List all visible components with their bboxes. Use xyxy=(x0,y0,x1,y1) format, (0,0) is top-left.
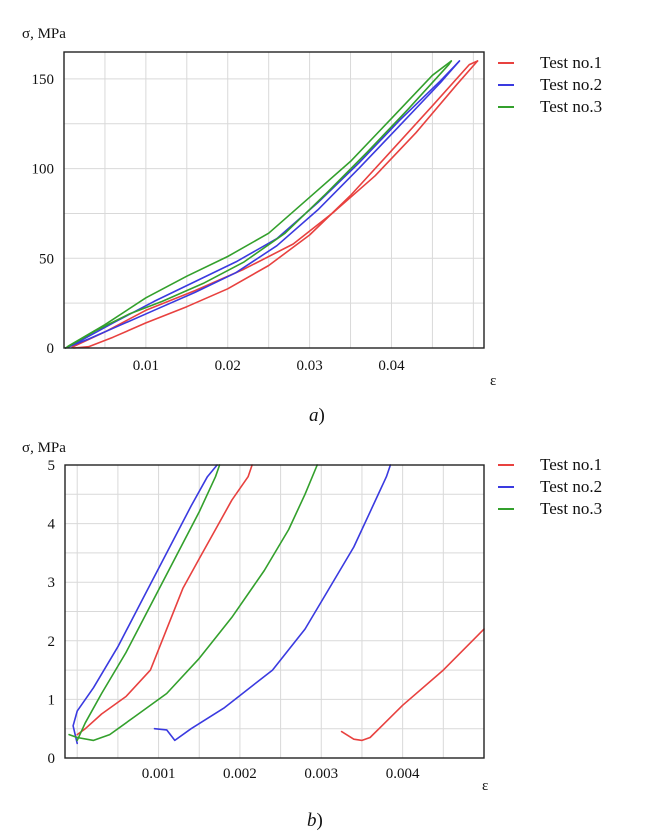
grid xyxy=(64,52,484,348)
x-tick-label: 0.002 xyxy=(223,766,257,782)
series-3-line-1 xyxy=(76,464,221,742)
series-3-line-1 xyxy=(64,60,453,349)
x-tick-label: 0.04 xyxy=(378,358,405,374)
x-tick-label: 0.02 xyxy=(215,358,241,374)
series-3-line-2 xyxy=(67,60,453,347)
y-tick-label: 3 xyxy=(48,575,56,591)
plot-frame xyxy=(64,464,485,759)
legend-entry: Test no.1 xyxy=(540,455,602,474)
series-2-line-2 xyxy=(153,464,392,742)
chart-panel-b: σ, MPa 0.001 0.002 0.003 0.004 0 1 2 3 4 5 ε Tes… xyxy=(22,440,602,831)
panel-label: a) xyxy=(309,405,325,426)
y-tick-label: 0 xyxy=(48,751,56,767)
grid xyxy=(65,465,484,758)
x-tick-label: 0.003 xyxy=(304,766,338,782)
y-tick-label: 50 xyxy=(39,251,54,267)
panel-label-letter: b xyxy=(307,810,317,831)
series-2-line-2 xyxy=(64,60,461,349)
series-3-line-2 xyxy=(68,464,318,742)
x-tick-label: 0.01 xyxy=(133,358,159,374)
series-1-line-1 xyxy=(73,60,479,349)
series-2-line-1 xyxy=(72,464,218,745)
y-tick-label: 2 xyxy=(48,634,56,650)
series-lines xyxy=(64,60,479,349)
series-1-line-2 xyxy=(340,628,485,742)
panel-label-paren: ) xyxy=(317,810,323,831)
x-tick-label: 0.001 xyxy=(142,766,176,782)
panel-label: b) xyxy=(307,810,323,831)
legend-entry: Test no.1 xyxy=(540,53,602,72)
y-ticks: 0 50 100 150 xyxy=(32,72,55,357)
panel-label-paren: ) xyxy=(319,405,325,426)
y-tick-label: 4 xyxy=(48,517,56,533)
series-lines xyxy=(68,464,485,745)
series-1-line-1 xyxy=(76,464,253,736)
legend-entry: Test no.3 xyxy=(540,499,602,518)
x-ticks: 0.01 0.02 0.03 0.04 xyxy=(133,358,405,374)
y-axis-label: σ, MPa xyxy=(22,440,66,456)
y-axis-label: σ, MPa xyxy=(22,26,66,42)
legend: Test no.1 Test no.2 Test no.3 xyxy=(498,53,602,116)
panel-label-letter: a xyxy=(309,405,319,426)
y-tick-label: 5 xyxy=(48,458,56,474)
y-tick-label: 0 xyxy=(47,341,55,357)
y-tick-label: 150 xyxy=(32,72,55,88)
x-tick-label: 0.004 xyxy=(386,766,420,782)
legend-entry: Test no.2 xyxy=(540,75,602,94)
legend: Test no.1 Test no.2 Test no.3 xyxy=(498,455,602,518)
x-axis-label: ε xyxy=(482,778,488,794)
plot-frame xyxy=(63,51,485,349)
x-tick-label: 0.03 xyxy=(296,358,322,374)
chart-panel-a: σ, MPa 0.01 0.02 0.03 0.04 0 50 100 150 ε Test… xyxy=(22,26,602,426)
y-ticks: 0 1 2 3 4 5 xyxy=(48,458,56,767)
x-axis-label: ε xyxy=(490,373,496,389)
series-2-line-1 xyxy=(64,60,461,349)
y-tick-label: 100 xyxy=(32,162,55,178)
series-1-line-2 xyxy=(71,60,479,348)
y-tick-label: 1 xyxy=(48,692,56,708)
legend-entry: Test no.3 xyxy=(540,97,602,116)
x-ticks: 0.001 0.002 0.003 0.004 xyxy=(142,766,420,782)
legend-entry: Test no.2 xyxy=(540,477,602,496)
